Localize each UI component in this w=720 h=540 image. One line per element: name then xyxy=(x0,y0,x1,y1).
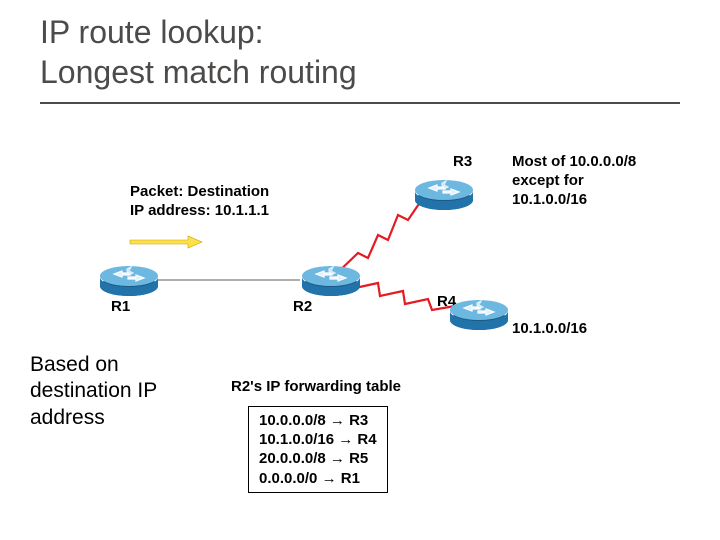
router-icon xyxy=(448,290,510,332)
router-icon xyxy=(98,256,160,298)
router-icon xyxy=(300,256,362,298)
router-icon xyxy=(413,170,475,212)
router-r3 xyxy=(413,170,475,212)
router-r1 xyxy=(98,256,160,298)
router-r4 xyxy=(448,290,510,332)
router-r2 xyxy=(300,256,362,298)
packet-arrow-icon xyxy=(128,234,204,250)
